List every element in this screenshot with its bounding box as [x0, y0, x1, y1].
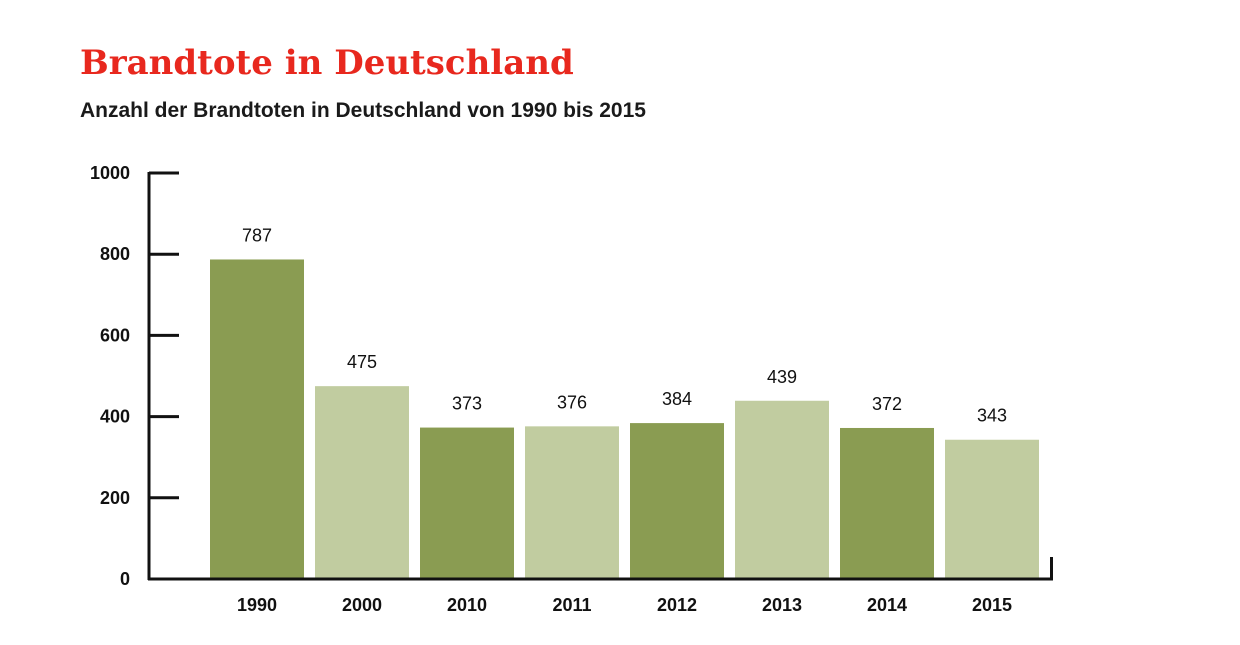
- y-tick-label: 800: [100, 244, 130, 264]
- value-label-2011: 376: [557, 392, 587, 412]
- x-axis: [148, 557, 1053, 581]
- y-tick-label: 400: [100, 407, 130, 427]
- bar-2015: [945, 439, 1039, 578]
- category-label-2013: 2013: [762, 595, 802, 615]
- y-axis: 0 200 400 600 800 1000: [90, 163, 179, 589]
- bar-1990: [210, 259, 304, 578]
- chart-subtitle: Anzahl der Brandtoten in Deutschland von…: [80, 99, 646, 122]
- value-label-1990: 787: [242, 225, 272, 245]
- value-label-2010: 373: [452, 394, 482, 414]
- value-label-2000: 475: [347, 352, 377, 372]
- y-tick-label: 0: [120, 569, 130, 589]
- bar-2011: [525, 426, 619, 578]
- category-label-2012: 2012: [657, 595, 697, 615]
- bar-2012: [630, 423, 724, 578]
- y-tick-label: 200: [100, 488, 130, 508]
- bar-2013: [735, 400, 829, 578]
- value-labels: 787 475 373 376 384 439 372 343: [242, 225, 1007, 425]
- value-label-2014: 372: [872, 394, 902, 414]
- value-label-2012: 384: [662, 389, 692, 409]
- bars: [210, 259, 1039, 578]
- y-tick-label: 1000: [90, 163, 130, 183]
- value-label-2013: 439: [767, 367, 797, 387]
- category-label-2010: 2010: [447, 595, 487, 615]
- bar-2000: [315, 386, 409, 578]
- value-label-2015: 343: [977, 406, 1007, 426]
- category-label-2015: 2015: [972, 595, 1012, 615]
- y-tick-label: 600: [100, 325, 130, 345]
- category-label-2014: 2014: [867, 595, 907, 615]
- bar-2014: [840, 427, 934, 578]
- chart-title: Brandtote in Deutschland: [80, 43, 574, 83]
- category-label-2011: 2011: [552, 595, 591, 615]
- category-labels: 1990 2000 2010 2011 2012 2013 2014 2015: [237, 595, 1012, 615]
- category-label-1990: 1990: [237, 595, 277, 615]
- bar-2010: [420, 427, 514, 578]
- category-label-2000: 2000: [342, 595, 382, 615]
